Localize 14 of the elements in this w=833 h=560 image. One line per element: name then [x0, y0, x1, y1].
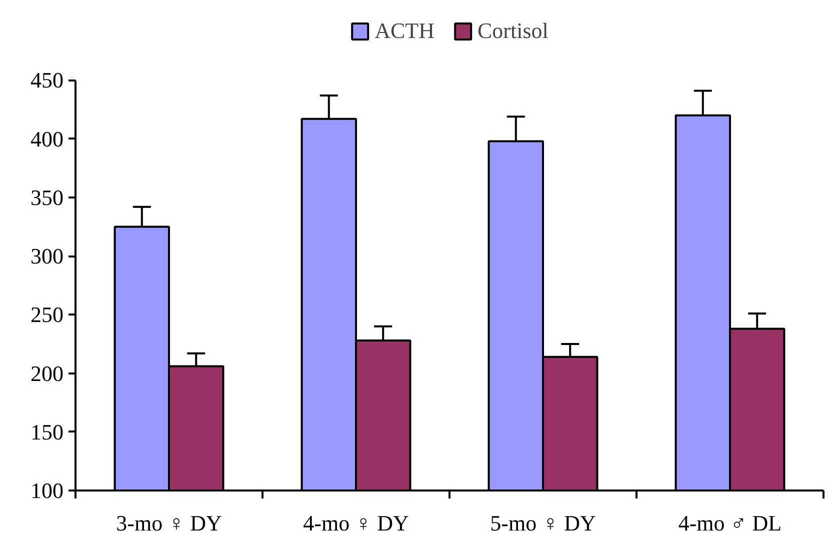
- y-tick-label: 200: [30, 360, 64, 386]
- legend-label: Cortisol: [477, 18, 548, 44]
- legend-label: ACTH: [374, 18, 434, 44]
- y-tick-label: 400: [30, 126, 64, 152]
- x-tick-label: 5-mo ♀ DY: [490, 510, 596, 536]
- y-tick-label: 100: [30, 478, 64, 503]
- y-tick-label: 300: [30, 244, 64, 269]
- y-tick-label: 450: [30, 68, 64, 93]
- y-tick-label: 250: [30, 302, 64, 328]
- x-tick-label: 4-mo ♂ DL: [678, 510, 782, 536]
- x-tick-label: 3-mo ♀ DY: [116, 510, 222, 536]
- y-tick-label: 150: [30, 419, 64, 444]
- y-tick-label: 350: [30, 184, 64, 210]
- x-tick-label: 4-mo ♀ DY: [303, 510, 409, 536]
